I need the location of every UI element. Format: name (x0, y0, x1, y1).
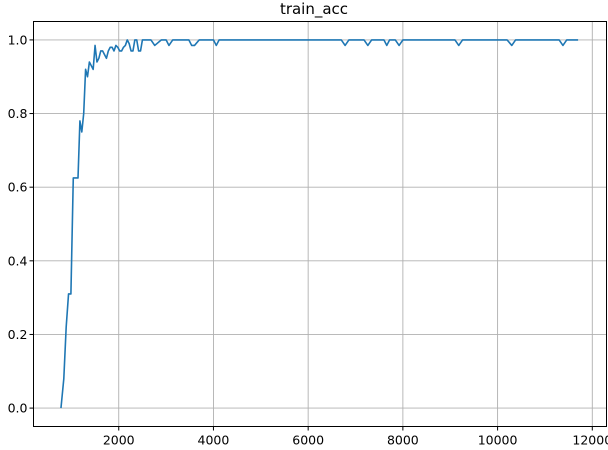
series-group (60, 39, 579, 409)
train-acc-line (60, 39, 579, 409)
x-tick-label: 2000 (103, 433, 135, 448)
x-tick-label: 10000 (478, 433, 518, 448)
y-tick-label: 0.2 (8, 327, 28, 342)
chart-title: train_acc (280, 0, 348, 19)
plot-frame (33, 21, 607, 427)
grid-lines (33, 21, 607, 427)
x-tick-label: 4000 (198, 433, 230, 448)
y-tick-label: 0.0 (8, 401, 28, 416)
x-tick-label: 8000 (387, 433, 419, 448)
y-tick-label: 1.0 (8, 32, 28, 47)
x-tick-label: 6000 (292, 433, 324, 448)
y-tick-label: 0.8 (8, 106, 28, 121)
y-axis: 0.0 0.2 0.4 0.6 0.8 1.0 (8, 32, 34, 416)
y-tick-label: 0.4 (8, 253, 28, 268)
y-tick-label: 0.6 (8, 180, 28, 195)
